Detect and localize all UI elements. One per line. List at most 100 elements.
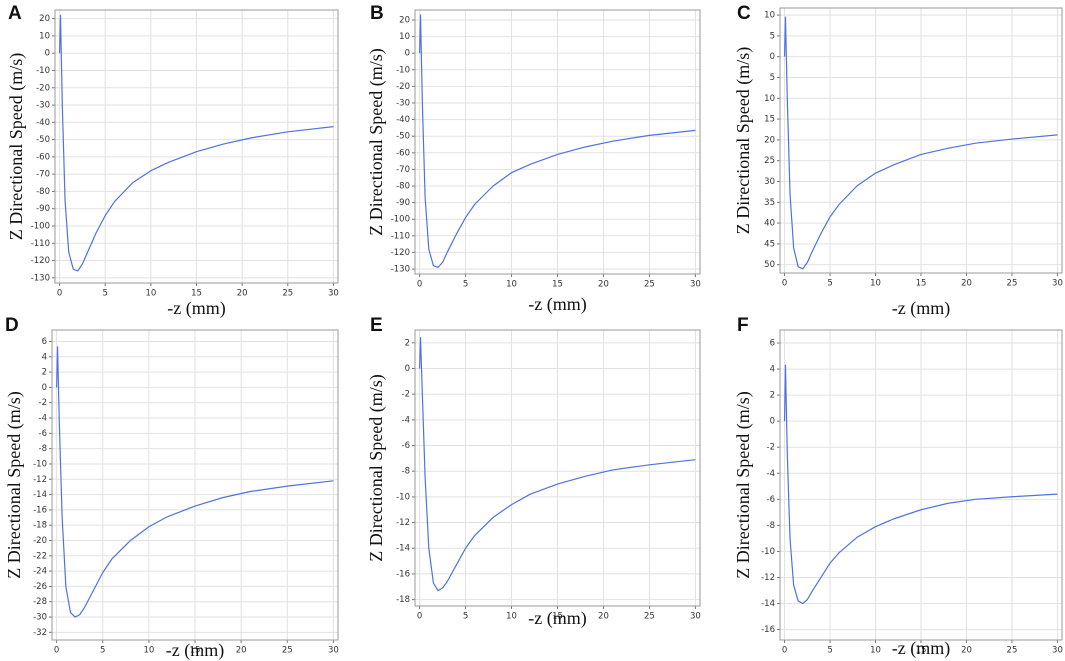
plot-border — [54, 9, 339, 284]
x-tick-label: 30 — [1052, 279, 1063, 289]
x-tick-label: 5 — [827, 279, 832, 289]
x-tick-label: 25 — [1007, 646, 1018, 656]
x-tick-label: 30 — [690, 612, 701, 622]
y-tick-label: -100 — [31, 221, 50, 231]
y-tick-label: 30 — [764, 177, 775, 187]
panel-label: A — [8, 3, 22, 24]
y-axis-label: Z Directional Speed (m/s) — [733, 391, 754, 578]
x-tick-label: 15 — [916, 279, 927, 289]
y-tick-label: 5 — [770, 31, 775, 41]
y-tick-label: -120 — [31, 256, 50, 266]
x-tick-label: 5 — [102, 289, 107, 299]
x-tick-label: 20 — [236, 646, 247, 656]
y-tick-label: 10 — [39, 31, 50, 41]
y-tick-label: -40 — [36, 118, 50, 128]
x-tick-label: 0 — [57, 289, 62, 299]
plot-border — [779, 329, 1063, 641]
y-tick-label: -20 — [33, 536, 47, 546]
y-tick-label: 0 — [770, 52, 775, 62]
x-tick-label: 0 — [782, 646, 787, 656]
y-tick-label: -16 — [33, 505, 47, 515]
y-tick-label: -50 — [396, 132, 410, 142]
y-tick-label: -10 — [33, 459, 47, 469]
x-tick-label: 10 — [870, 279, 881, 289]
y-tick-label: -16 — [396, 569, 410, 579]
y-tick-label: -110 — [391, 231, 410, 241]
y-tick-label: 2 — [405, 338, 410, 348]
x-axis-label: -z (mm) — [528, 294, 586, 315]
data-line — [58, 14, 334, 272]
y-tick-label: -8 — [39, 444, 47, 454]
y-tick-label: 4 — [770, 365, 775, 375]
y-axis-label: Z Directional Speed (m/s) — [366, 48, 387, 235]
y-tick-label: 2 — [770, 391, 775, 401]
y-tick-label: -80 — [36, 187, 50, 197]
y-tick-label: -28 — [33, 597, 47, 607]
y-tick-label: -50 — [36, 135, 50, 145]
plot-border — [414, 329, 701, 607]
x-tick-label: 25 — [644, 280, 655, 290]
y-tick-label: -4 — [767, 469, 775, 479]
x-tick-label: 20 — [961, 646, 972, 656]
x-tick-label: 10 — [870, 646, 881, 656]
plot-border — [779, 7, 1063, 274]
y-tick-label: -18 — [33, 521, 47, 531]
y-tick-label: -6 — [767, 495, 775, 505]
y-tick-label: -10 — [36, 66, 50, 76]
y-tick-label: 5 — [770, 73, 775, 83]
y-tick-label: 20 — [764, 135, 775, 145]
y-tick-label: 20 — [39, 14, 50, 24]
y-tick-label: -26 — [33, 582, 47, 592]
y-tick-label: 40 — [764, 219, 775, 229]
y-tick-label: -110 — [31, 239, 50, 249]
y-tick-label: 25 — [764, 156, 775, 166]
y-tick-label: 10 — [764, 11, 775, 21]
y-tick-label: 20 — [399, 15, 410, 25]
x-tick-label: 0 — [417, 612, 422, 622]
y-axis-label: Z Directional Speed (m/s) — [733, 47, 754, 234]
x-tick-label: 15 — [916, 646, 927, 656]
y-tick-label: 0 — [405, 364, 410, 374]
x-tick-label: 30 — [1052, 646, 1063, 656]
x-tick-label: 10 — [145, 289, 156, 299]
x-axis-label: -z (mm) — [528, 608, 586, 629]
y-tick-label: 6 — [42, 337, 47, 347]
x-tick-label: 5 — [463, 280, 468, 290]
y-tick-label: 0 — [42, 383, 47, 393]
y-tick-label: -14 — [33, 490, 47, 500]
y-tick-label: 15 — [764, 115, 775, 125]
y-tick-label: 35 — [764, 198, 775, 208]
x-tick-label: 5 — [100, 646, 105, 656]
panel-label: D — [5, 315, 19, 336]
y-tick-label: 0 — [770, 417, 775, 427]
x-tick-label: 15 — [552, 280, 563, 290]
y-tick-label: -120 — [391, 248, 410, 258]
data-line — [783, 16, 1058, 270]
y-tick-label: -8 — [402, 467, 410, 477]
y-tick-label: -70 — [36, 170, 50, 180]
y-tick-label: -40 — [396, 115, 410, 125]
y-tick-label: -80 — [396, 182, 410, 192]
x-axis-label: -z (mm) — [166, 640, 224, 661]
y-tick-label: -90 — [396, 198, 410, 208]
y-tick-label: -22 — [33, 551, 47, 561]
panel-label: F — [737, 315, 749, 336]
y-tick-label: -14 — [761, 599, 775, 609]
y-tick-label: -4 — [39, 414, 47, 424]
y-tick-label: -2 — [39, 398, 47, 408]
y-tick-label: -30 — [36, 101, 50, 111]
y-tick-label: -70 — [396, 165, 410, 175]
y-tick-label: -12 — [396, 518, 410, 528]
panel-label: C — [737, 3, 751, 24]
x-tick-label: 10 — [506, 280, 517, 290]
y-tick-label: 0 — [405, 49, 410, 59]
x-tick-label: 15 — [190, 646, 201, 656]
y-tick-label: 50 — [764, 260, 775, 270]
y-tick-label: -10 — [761, 547, 775, 557]
y-tick-label: -18 — [396, 595, 410, 605]
y-tick-label: -10 — [396, 65, 410, 75]
plot-border — [414, 9, 701, 275]
x-tick-label: 0 — [782, 279, 787, 289]
x-axis-label: -z (mm) — [892, 298, 950, 319]
